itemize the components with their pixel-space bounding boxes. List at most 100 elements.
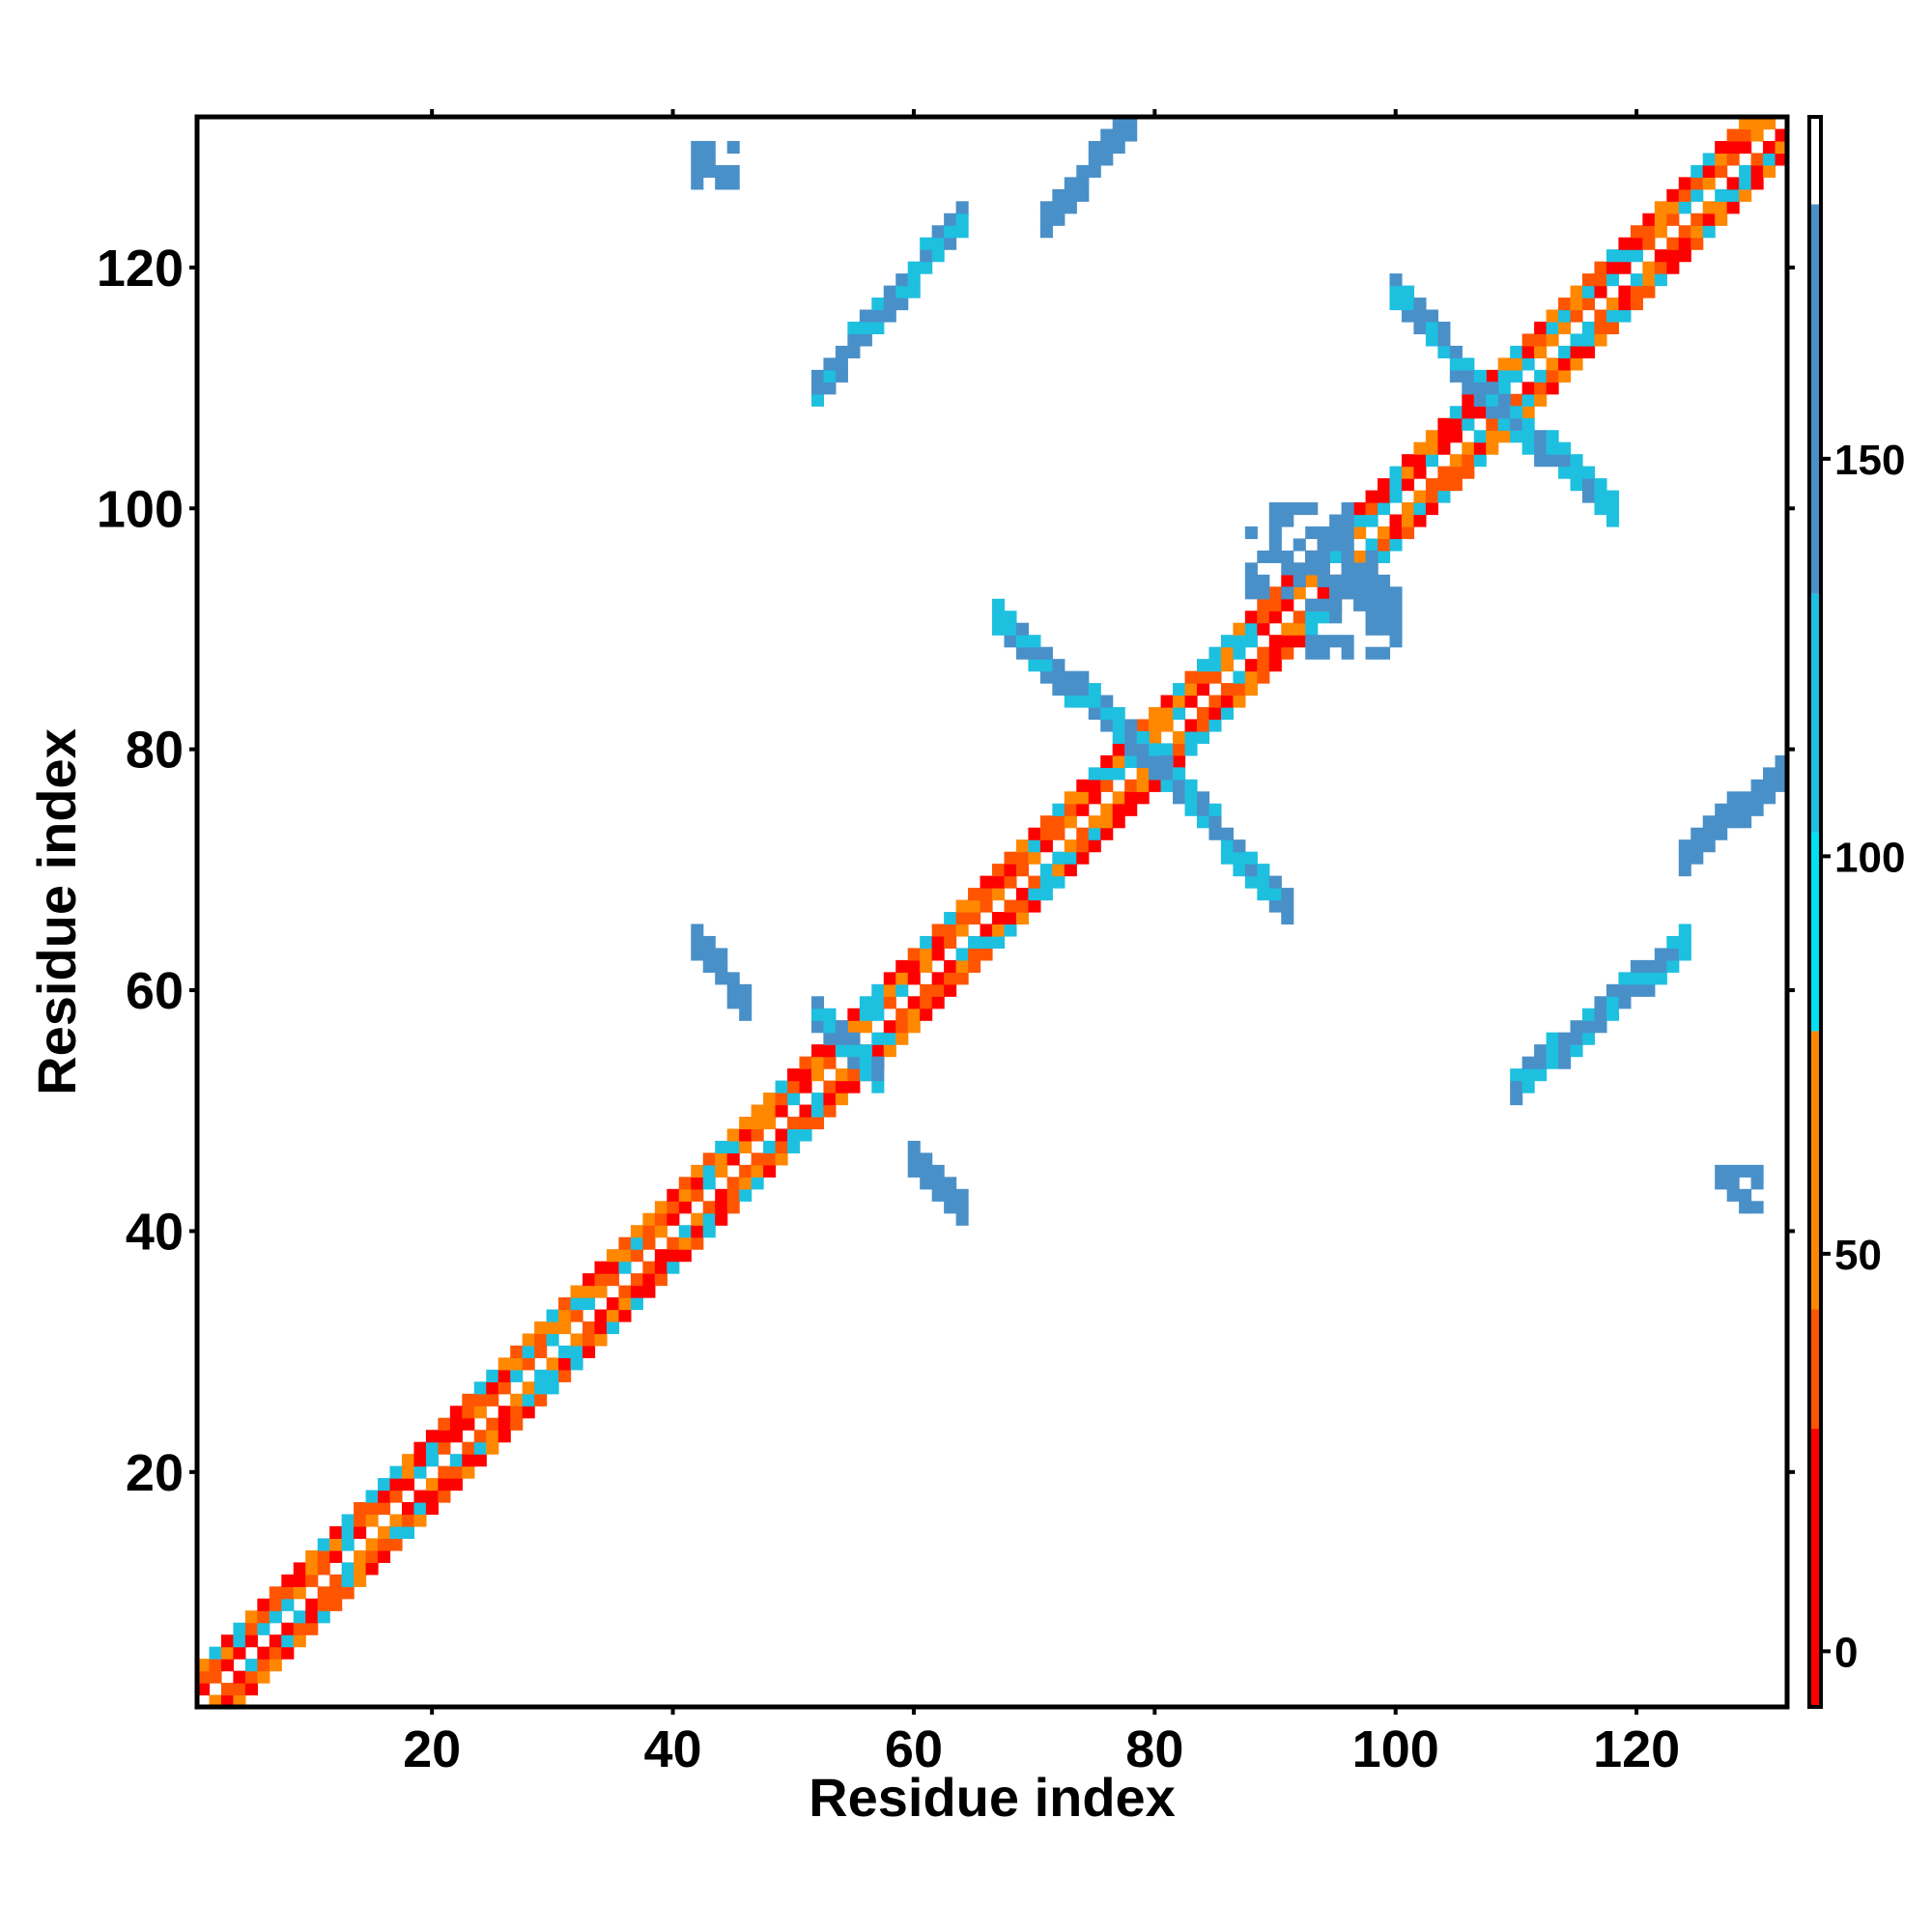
heatmap-cell <box>1726 1188 1740 1202</box>
heatmap-cell <box>378 1478 391 1492</box>
heatmap-cell <box>1605 983 1620 997</box>
heatmap-cell <box>691 1188 704 1202</box>
heatmap-cell <box>1268 875 1282 889</box>
x-tick-label: 20 <box>403 1720 461 1778</box>
heatmap-cell <box>269 1659 282 1672</box>
heatmap-cell <box>1486 393 1499 407</box>
heatmap-cell <box>1257 611 1270 624</box>
heatmap-cell <box>378 1490 391 1503</box>
heatmap-cell <box>1268 586 1282 600</box>
heatmap-cell <box>763 1152 777 1166</box>
heatmap-cell <box>1750 164 1764 178</box>
heatmap-cell <box>955 948 969 961</box>
heatmap-cell <box>920 948 933 961</box>
heatmap-cell <box>883 972 896 985</box>
heatmap-cell <box>497 1406 511 1419</box>
heatmap-cell <box>1521 357 1535 371</box>
heatmap-cell <box>1173 743 1186 756</box>
heatmap-cell <box>1257 875 1270 889</box>
heatmap-cell <box>449 1406 463 1419</box>
heatmap-cell <box>1293 586 1306 600</box>
heatmap-cell <box>1149 719 1162 732</box>
heatmap-cell <box>787 1140 801 1153</box>
heatmap-cell <box>1739 177 1752 190</box>
heatmap-cell <box>1389 526 1403 540</box>
heatmap-cell <box>582 1285 596 1298</box>
heatmap-cell <box>1365 514 1378 527</box>
heatmap-cell <box>1582 1008 1596 1021</box>
colorbar-band <box>1809 593 1821 833</box>
heatmap-cell <box>1750 177 1764 190</box>
heatmap-cell <box>1052 851 1065 865</box>
heatmap-cell <box>642 1285 656 1298</box>
heatmap-cell <box>1015 851 1030 865</box>
heatmap-cell <box>823 369 837 383</box>
y-axis-ticks: 20 40 60 80 100 120 <box>97 240 1795 1502</box>
heatmap-cell <box>1149 779 1162 792</box>
heatmap-cell <box>1630 237 1643 250</box>
heatmap-cell <box>233 1670 246 1684</box>
heatmap-cell <box>1510 430 1523 443</box>
heatmap-cell <box>1570 466 1583 479</box>
heatmap-cell <box>1173 767 1186 781</box>
heatmap-cell <box>341 1562 355 1576</box>
heatmap-cell <box>787 1128 801 1142</box>
heatmap-cell <box>618 1309 632 1322</box>
heatmap-cell <box>920 1164 933 1178</box>
heatmap-cell <box>1257 586 1270 600</box>
heatmap-cell <box>630 1225 643 1238</box>
heatmap-cell <box>931 923 945 937</box>
heatmap-cell <box>1462 466 1475 479</box>
heatmap-cell <box>269 1598 282 1611</box>
heatmap-cell <box>1534 441 1548 455</box>
heatmap-cell <box>1196 791 1210 805</box>
heatmap-cell <box>1750 128 1764 142</box>
heatmap-cell <box>1510 369 1523 383</box>
heatmap-cell <box>1064 851 1077 865</box>
heatmap-cell <box>630 1297 643 1311</box>
heatmap-cell <box>654 1225 668 1238</box>
heatmap-cell <box>992 864 1006 877</box>
heatmap-cell <box>1437 466 1451 479</box>
heatmap-cell <box>1076 827 1090 840</box>
heatmap-cell <box>1570 478 1583 492</box>
heatmap-cell <box>691 948 704 961</box>
heatmap-cell <box>1293 574 1306 587</box>
heatmap-cell <box>425 1478 439 1492</box>
heatmap-cell <box>931 1164 945 1178</box>
heatmap-cell <box>1052 659 1065 672</box>
heatmap-cell <box>425 1502 439 1516</box>
heatmap-cell <box>1378 550 1391 563</box>
heatmap-cell <box>1690 839 1704 853</box>
heatmap-cell <box>1486 441 1499 455</box>
heatmap-cell <box>510 1393 524 1406</box>
heatmap-cell <box>1666 201 1680 214</box>
heatmap-cell <box>438 1490 451 1503</box>
heatmap-cell <box>1594 996 1607 1009</box>
heatmap-cell <box>233 1622 246 1635</box>
heatmap-cell <box>1678 923 1691 937</box>
heatmap-cell <box>751 1164 764 1178</box>
heatmap-cell <box>1425 490 1438 503</box>
heatmap-cell <box>1257 622 1270 636</box>
heatmap-cell <box>980 888 993 901</box>
heatmap-cell <box>726 164 740 178</box>
heatmap-cell <box>1510 417 1523 431</box>
heatmap-cell <box>1546 441 1559 455</box>
heatmap-cell <box>1028 635 1041 648</box>
heatmap-cell <box>401 1514 415 1527</box>
colorbar-band <box>1809 204 1821 594</box>
heatmap-cell <box>558 1357 572 1371</box>
heatmap-cell <box>1534 454 1548 468</box>
y-tick-label: 20 <box>126 1444 184 1502</box>
heatmap-cell <box>1582 466 1596 479</box>
heatmap-cell <box>1378 538 1391 552</box>
heatmap-cell <box>763 1104 777 1118</box>
heatmap-cell <box>341 1514 355 1527</box>
heatmap-cell <box>1233 635 1246 648</box>
heatmap-cell <box>1642 237 1656 250</box>
heatmap-cell <box>510 1417 524 1431</box>
heatmap-cell <box>1715 827 1728 840</box>
heatmap-cell <box>1281 598 1294 611</box>
heatmap-cell <box>1317 646 1330 660</box>
